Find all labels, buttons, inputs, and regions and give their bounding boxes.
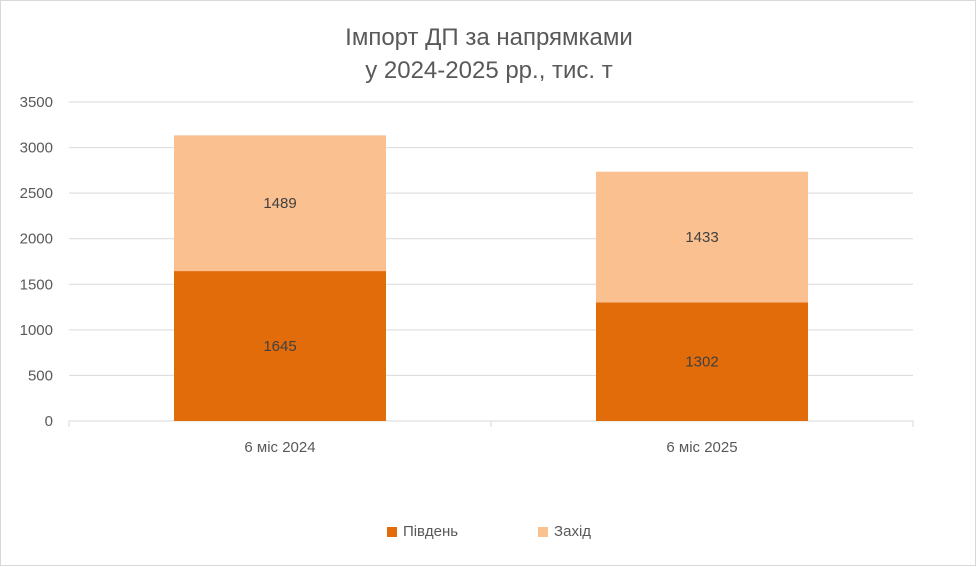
bar-segment-south <box>174 271 386 421</box>
x-tick-label: 6 міс 2024 <box>244 439 315 456</box>
y-tick-label: 2000 <box>20 231 53 248</box>
y-tick-label: 2500 <box>20 185 53 202</box>
chart-title: Імпорт ДП за напрямками у 2024-2025 рр.,… <box>1 21 976 87</box>
chart-title-line-2: у 2024-2025 рр., тис. т <box>365 57 613 84</box>
y-tick-label: 1500 <box>20 276 53 293</box>
data-label: 1302 <box>685 354 718 371</box>
y-tick-label: 500 <box>28 367 53 384</box>
data-label: 1433 <box>685 229 718 246</box>
y-tick-label: 0 <box>45 413 53 430</box>
y-tick-label: 3500 <box>20 94 53 111</box>
data-label: 1489 <box>263 195 296 212</box>
legend-label-south: Південь <box>402 523 459 540</box>
legend-swatch-south <box>386 526 397 537</box>
y-tick-label: 3000 <box>20 140 53 157</box>
legend-swatch-west <box>538 526 549 537</box>
legend: Південь Захід <box>1 523 976 540</box>
chart-title-line-1: Імпорт ДП за напрямками <box>345 24 633 51</box>
legend-item-west: Захід <box>538 523 591 540</box>
legend-item-south: Південь <box>386 523 459 540</box>
bar-segment-west <box>596 171 808 303</box>
data-label: 1645 <box>263 338 296 355</box>
bar-segment-south <box>596 302 808 421</box>
y-tick-label: 1000 <box>20 322 53 339</box>
bar-segment-west <box>174 135 386 272</box>
x-tick-label: 6 міс 2025 <box>666 439 737 456</box>
legend-label-west: Захід <box>554 523 592 540</box>
